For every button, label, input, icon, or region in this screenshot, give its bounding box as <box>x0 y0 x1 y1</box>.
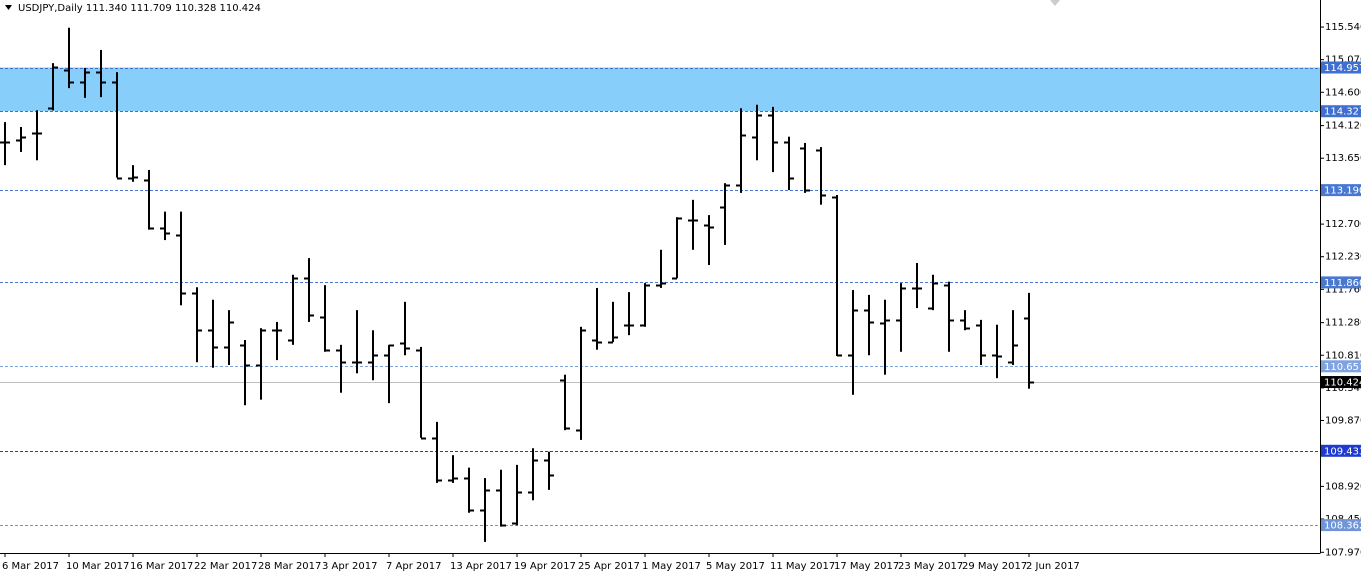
x-tick-label: 29 May 2017 <box>962 561 1027 572</box>
x-tick-label: 22 Mar 2017 <box>194 561 257 572</box>
y-tick-label: 110.340 <box>1325 383 1361 394</box>
level-box <box>1321 61 1361 74</box>
level-box <box>1321 519 1361 532</box>
y-tick-label: 114.120 <box>1325 121 1361 132</box>
x-tick-label: 11 May 2017 <box>770 561 835 572</box>
y-tick-label: 114.600 <box>1325 87 1361 98</box>
level-box <box>1321 276 1361 289</box>
x-tick-label: 19 Apr 2017 <box>514 561 576 572</box>
x-tick-label: 16 Mar 2017 <box>130 561 193 572</box>
x-tick-label: 7 Apr 2017 <box>386 561 441 572</box>
x-tick-label: 10 Mar 2017 <box>66 561 129 572</box>
level-label: 114.327 <box>1324 107 1361 118</box>
current-price-box <box>1321 376 1361 389</box>
y-tick-label: 109.870 <box>1325 415 1361 426</box>
level-label: 113.190 <box>1324 186 1361 197</box>
y-tick-label: 111.760 <box>1325 284 1361 295</box>
level-label: 110.651 <box>1324 362 1361 373</box>
x-tick-label: 25 Apr 2017 <box>578 561 640 572</box>
supply-zone <box>0 67 1320 112</box>
level-box <box>1321 184 1361 197</box>
y-tick-label: 115.540 <box>1325 22 1361 33</box>
y-tick-label: 110.810 <box>1325 350 1361 361</box>
bar-layer <box>0 27 1034 542</box>
x-tick-label: 5 May 2017 <box>706 561 765 572</box>
level-box <box>1321 360 1361 373</box>
current-price-label: 110.424 <box>1324 378 1361 389</box>
x-tick-label: 6 Mar 2017 <box>2 561 59 572</box>
level-label: 108.362 <box>1324 521 1361 532</box>
level-label: 111.860 <box>1324 278 1361 289</box>
y-tick-label: 112.230 <box>1325 252 1361 263</box>
zone-layer <box>0 67 1320 112</box>
x-tick-label: 28 Mar 2017 <box>258 561 321 572</box>
level-box <box>1321 105 1361 118</box>
x-tick-label: 17 May 2017 <box>834 561 899 572</box>
y-tick-label: 115.070 <box>1325 55 1361 66</box>
y-tick-label: 111.280 <box>1325 318 1361 329</box>
level-layer <box>0 68 1320 526</box>
title-arrow[interactable] <box>5 5 12 10</box>
x-tick-label: 3 Apr 2017 <box>322 561 377 572</box>
y-tick-label: 107.970 <box>1325 547 1361 558</box>
x-tick-label: 23 May 2017 <box>898 561 963 572</box>
x-tick-label: 2 Jun 2017 <box>1026 561 1080 572</box>
chart-title: USDJPY,Daily 111.340 111.709 110.328 110… <box>18 3 261 14</box>
y-tick-label: 113.650 <box>1325 153 1361 164</box>
level-box <box>1321 444 1361 457</box>
y-tick-label: 112.700 <box>1325 219 1361 230</box>
x-tick-label: 13 Apr 2017 <box>450 561 512 572</box>
level-label: 114.957 <box>1324 63 1361 74</box>
x-tick-label: 1 May 2017 <box>642 561 701 572</box>
y-tick-label: 108.920 <box>1325 481 1361 492</box>
scroll-marker <box>1050 0 1060 6</box>
axis-layer: 115.540 115.070 114.600 114.120 113.650 113.1… <box>2 22 1361 572</box>
level-label: 109.433 <box>1324 446 1361 457</box>
